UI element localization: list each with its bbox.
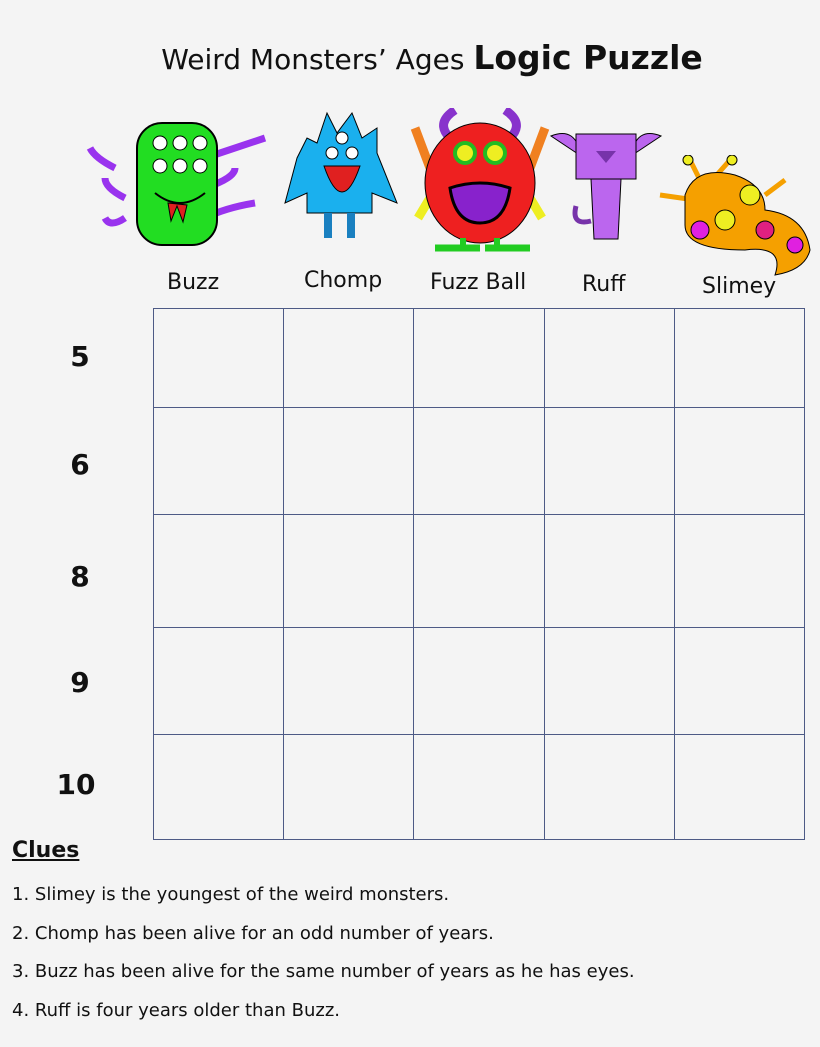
grid-cell[interactable]	[544, 514, 675, 628]
grid-cell[interactable]	[283, 734, 414, 840]
grid-row	[153, 308, 805, 408]
title-bold: Logic Puzzle	[473, 38, 703, 77]
grid-cell[interactable]	[674, 407, 805, 515]
row-label-age: 8	[70, 560, 90, 593]
clues-heading: Clues	[12, 838, 80, 863]
page-title: Weird Monsters’ Ages Logic Puzzle	[0, 38, 820, 77]
grid-cell[interactable]	[153, 734, 284, 840]
clue: 1. Slimey is the youngest of the weird m…	[12, 884, 450, 905]
grid-cell[interactable]	[413, 734, 545, 840]
title-regular: Weird Monsters’ Ages	[161, 43, 465, 76]
logic-grid	[153, 308, 805, 840]
clue: 2. Chomp has been alive for an odd numbe…	[12, 923, 494, 944]
grid-cell[interactable]	[544, 407, 675, 515]
clue: 4. Ruff is four years older than Buzz.	[12, 1000, 340, 1021]
grid-cell[interactable]	[153, 627, 284, 735]
grid-cell[interactable]	[674, 514, 805, 628]
row-label-age: 10	[56, 768, 96, 801]
grid-cell[interactable]	[544, 627, 675, 735]
column-header-fuzz-ball: Fuzz Ball	[430, 270, 527, 295]
column-header-buzz: Buzz	[167, 270, 220, 295]
grid-cell[interactable]	[413, 308, 545, 408]
grid-cell[interactable]	[283, 627, 414, 735]
slimey-monster-image	[659, 155, 811, 276]
grid-cell[interactable]	[153, 407, 284, 515]
row-label-age: 9	[70, 666, 90, 699]
grid-cell[interactable]	[674, 734, 805, 840]
row-label-age: 6	[70, 448, 90, 481]
grid-row	[153, 734, 805, 840]
column-header-chomp: Chomp	[304, 268, 383, 293]
chomp-monster-image	[284, 111, 398, 238]
grid-row	[153, 407, 805, 515]
clue: 3. Buzz has been alive for the same numb…	[12, 961, 635, 982]
grid-cell[interactable]	[283, 407, 414, 515]
grid-row	[153, 627, 805, 735]
grid-cell[interactable]	[283, 514, 414, 628]
grid-cell[interactable]	[544, 308, 675, 408]
grid-cell[interactable]	[413, 407, 545, 515]
column-header-slimey: Slimey	[702, 274, 777, 299]
ruff-monster-image	[549, 133, 663, 240]
grid-cell[interactable]	[413, 627, 545, 735]
grid-cell[interactable]	[153, 308, 284, 408]
grid-cell[interactable]	[153, 514, 284, 628]
fuzzball-monster-image	[410, 108, 550, 252]
buzz-monster-image	[86, 122, 267, 246]
grid-cell[interactable]	[413, 514, 545, 628]
grid-cell[interactable]	[674, 627, 805, 735]
grid-cell[interactable]	[283, 308, 414, 408]
column-header-ruff: Ruff	[582, 272, 626, 297]
grid-cell[interactable]	[674, 308, 805, 408]
grid-row	[153, 514, 805, 628]
grid-cell[interactable]	[544, 734, 675, 840]
row-label-age: 5	[70, 340, 90, 373]
